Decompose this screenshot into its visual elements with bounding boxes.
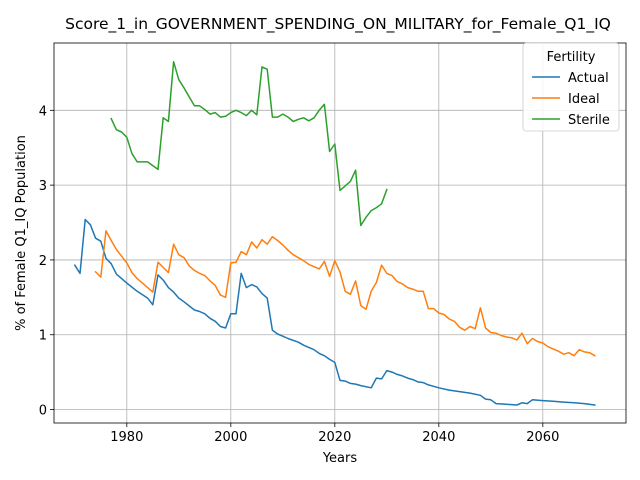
legend-entry-sterile: Sterile [532, 113, 610, 128]
legend-title: Fertility [547, 50, 596, 65]
axis-ticks: 1980 2000 2020 2040 2060 0 1 2 3 4 [39, 104, 560, 445]
y-tick-label: 0 [39, 404, 47, 419]
x-axis-label: Years [322, 451, 358, 466]
x-tick-label: 2060 [526, 430, 559, 445]
y-axis-label: % of Female Q1_IQ Population [14, 135, 29, 331]
x-tick-label: 1980 [110, 430, 143, 445]
plot-frame [53, 42, 627, 424]
series-lines [73, 60, 596, 406]
y-tick-label: 2 [39, 254, 47, 269]
legend-entry-actual: Actual [532, 71, 609, 86]
chart-title: Score_1_in_GOVERNMENT_SPENDING_ON_MILITA… [65, 15, 611, 34]
series-line-actual [73, 218, 596, 406]
series-line-ideal [94, 230, 596, 357]
series-line-sterile [110, 60, 388, 227]
legend-label-ideal: Ideal [568, 92, 600, 107]
legend-label-sterile: Sterile [568, 113, 610, 128]
y-tick-label: 3 [39, 179, 47, 194]
x-tick-label: 2020 [318, 430, 351, 445]
legend-entry-ideal: Ideal [532, 92, 600, 107]
x-tick-label: 2000 [214, 430, 247, 445]
y-tick-label: 1 [39, 329, 47, 344]
legend-box [522, 42, 620, 132]
x-tick-label: 2040 [422, 430, 455, 445]
y-tick-label: 4 [39, 104, 47, 119]
legend-label-actual: Actual [568, 71, 609, 86]
legend: Fertility Actual Ideal Sterile [522, 42, 620, 132]
